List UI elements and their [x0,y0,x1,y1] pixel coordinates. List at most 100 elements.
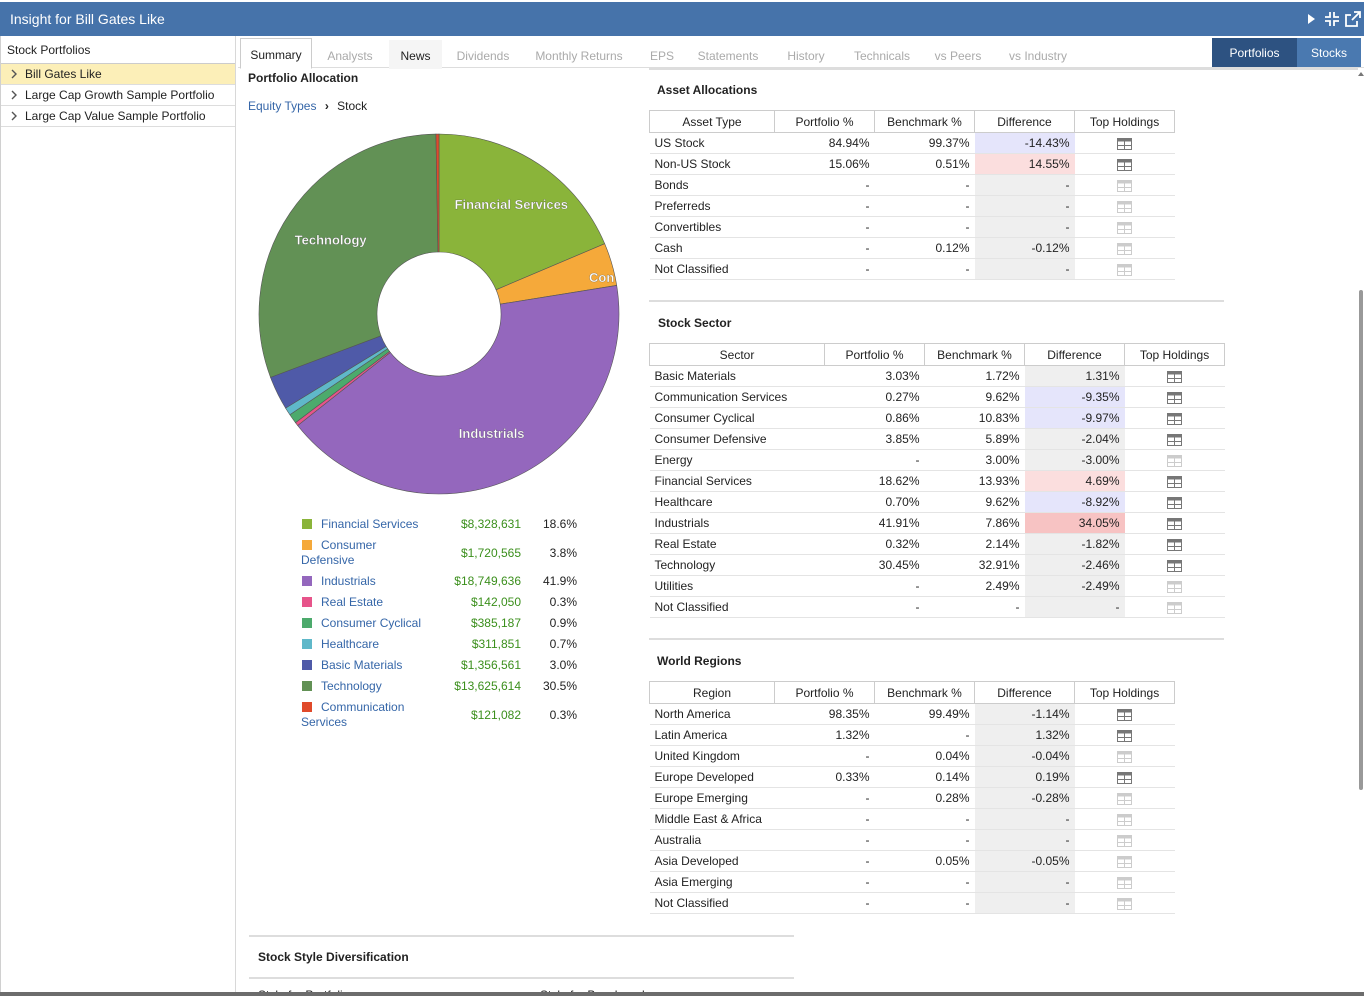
top-holdings-cell[interactable] [1074,703,1175,725]
table-row: Not Classified - - - [649,596,1225,618]
portfolios-toggle-button[interactable]: Portfolios [1212,38,1297,67]
play-arrow-icon[interactable] [1304,10,1320,28]
top-holdings-grid-icon[interactable] [1117,137,1132,150]
column-header[interactable]: Benchmark % [924,343,1025,366]
column-header[interactable]: Top Holdings [1074,681,1175,704]
top-holdings-grid-icon[interactable] [1167,538,1182,551]
legend-label[interactable]: Communication Services [301,700,405,729]
tab-eps[interactable]: EPS [649,49,674,63]
top-holdings-grid-icon[interactable] [1117,729,1132,742]
tab-technicals[interactable]: Technicals [853,49,911,63]
legend-label[interactable]: Technology [321,679,382,693]
table-row: Cash - 0.12% -0.12% [649,237,1175,259]
top-holdings-cell[interactable] [1124,428,1225,450]
legend-label[interactable]: Consumer Defensive [301,538,377,567]
top-holdings-grid-icon[interactable] [1167,517,1182,530]
top-holdings-cell[interactable] [1124,365,1225,387]
legend-label[interactable]: Healthcare [321,637,380,651]
top-holdings-cell[interactable] [1074,153,1175,175]
legend-item[interactable]: Communication Services $121,082 0.3% [300,697,600,733]
scroll-up-icon[interactable] [1358,70,1364,78]
tab-vs-peers[interactable]: vs Peers [934,49,982,63]
legend-label[interactable]: Basic Materials [321,658,403,672]
column-header[interactable]: Difference [1024,343,1125,366]
tab-history[interactable]: History [787,49,825,63]
legend-item[interactable]: Consumer Cyclical $385,187 0.9% [300,613,600,634]
legend-label[interactable]: Consumer Cyclical [321,616,422,630]
column-header[interactable]: Benchmark % [874,681,975,704]
top-holdings-cell[interactable] [1124,491,1225,513]
tab-dividends[interactable]: Dividends [456,49,510,63]
table-row: Not Classified - - - [649,892,1175,914]
top-holdings-grid-icon[interactable] [1167,391,1182,404]
pie-slice-communication-services[interactable] [435,133,440,253]
column-header[interactable]: Difference [974,110,1075,133]
benchmark-pct: 0.28% [874,787,975,809]
column-header[interactable]: Asset Type [649,110,775,133]
top-holdings-cell[interactable] [1074,766,1175,788]
legend-swatch [302,576,312,586]
top-holdings-grid-icon[interactable] [1167,412,1182,425]
popout-icon[interactable] [1345,10,1361,28]
legend-item[interactable]: Financial Services $8,328,631 18.6% [300,514,600,535]
top-holdings-grid-icon[interactable] [1117,771,1132,784]
vertical-scrollbar[interactable] [1358,70,1364,996]
legend-item[interactable]: Healthcare $311,851 0.7% [300,634,600,655]
top-holdings-cell[interactable] [1124,512,1225,534]
top-holdings-cell[interactable] [1074,132,1175,154]
portfolio-pct: - [774,892,875,914]
legend-label[interactable]: Industrials [321,574,376,588]
difference-value: 1.32% [974,724,1075,746]
scrollbar-thumb[interactable] [1359,290,1363,790]
legend-item[interactable]: Consumer Defensive $1,720,565 3.8% [300,535,600,571]
breadcrumb: Equity Types › Stock [248,99,367,113]
legend-item[interactable]: Technology $13,625,614 30.5% [300,676,600,697]
top-holdings-grid-icon[interactable] [1167,433,1182,446]
top-holdings-grid-icon[interactable] [1117,158,1132,171]
pie-slice-industrials[interactable] [297,285,620,495]
pie-slice-financial-services[interactable] [438,133,606,291]
top-holdings-cell[interactable] [1124,554,1225,576]
top-holdings-cell[interactable] [1124,407,1225,429]
top-holdings-cell[interactable] [1124,533,1225,555]
tab-analysts[interactable]: Analysts [327,49,373,63]
column-header[interactable]: Portfolio % [774,110,875,133]
top-holdings-cell[interactable] [1124,386,1225,408]
column-header[interactable]: Sector [649,343,825,366]
collapse-icon[interactable] [1324,10,1340,28]
table-row: Energy - 3.00% -3.00% [649,449,1225,471]
column-header[interactable]: Portfolio % [824,343,925,366]
column-header[interactable]: Top Holdings [1124,343,1225,366]
top-holdings-cell[interactable] [1074,724,1175,746]
legend-label[interactable]: Financial Services [321,517,419,531]
tab-vs-industry[interactable]: vs Industry [1008,49,1068,63]
sidebar-item-large-cap-value[interactable]: Large Cap Value Sample Portfolio [1,106,235,127]
tab-news[interactable]: News [389,40,442,69]
tab-monthly-returns[interactable]: Monthly Returns [535,49,623,63]
difference-value: -0.04% [974,745,1075,767]
tab-summary[interactable]: Summary [240,38,312,69]
legend-item[interactable]: Basic Materials $1,356,561 3.0% [300,655,600,676]
top-holdings-grid-icon[interactable] [1117,708,1132,721]
column-header[interactable]: Top Holdings [1074,110,1175,133]
sidebar-item-bill-gates-like[interactable]: Bill Gates Like [1,64,235,85]
top-holdings-grid-icon[interactable] [1167,475,1182,488]
sidebar-item-large-cap-growth[interactable]: Large Cap Growth Sample Portfolio [1,85,235,106]
stocks-toggle-button[interactable]: Stocks [1297,38,1361,67]
column-header[interactable]: Portfolio % [774,681,875,704]
table-row: Consumer Cyclical 0.86% 10.83% -9.97% [649,407,1225,429]
column-header[interactable]: Difference [974,681,1075,704]
benchmark-pct: - [874,892,975,914]
tab-statements[interactable]: Statements [697,49,759,63]
breadcrumb-link-equity-types[interactable]: Equity Types [248,99,317,113]
legend-label[interactable]: Real Estate [321,595,384,609]
top-holdings-grid-icon[interactable] [1167,559,1182,572]
legend-item[interactable]: Industrials $18,749,636 41.9% [300,571,600,592]
pie-slice-technology[interactable] [258,133,439,378]
column-header[interactable]: Benchmark % [874,110,975,133]
top-holdings-grid-icon[interactable] [1167,370,1182,383]
top-holdings-grid-icon[interactable] [1167,496,1182,509]
top-holdings-cell[interactable] [1124,470,1225,492]
column-header[interactable]: Region [649,681,775,704]
legend-item[interactable]: Real Estate $142,050 0.3% [300,592,600,613]
